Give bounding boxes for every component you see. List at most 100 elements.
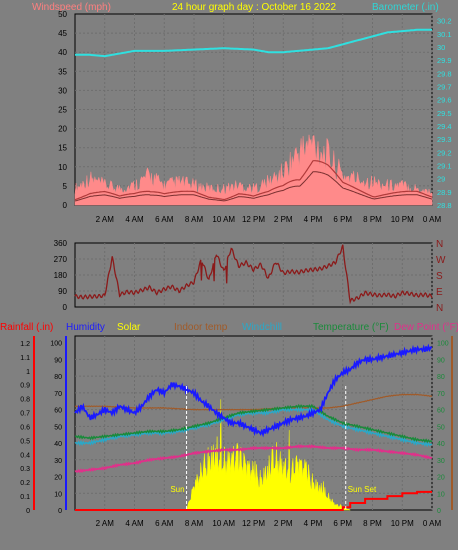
- top-right-tick-label: 29.2: [437, 148, 452, 157]
- top-left-tick-label: 10: [58, 163, 67, 172]
- top-right-tick-label: 29.7: [437, 82, 452, 91]
- humidity-tick-label: 100: [50, 341, 62, 348]
- weather-multi-chart: 0 0.1 0.2 0.3 0.4 0.5 0.6 0.7 0.8 0.9 1 1.1 1.2 0 10 20…: [20, 335, 453, 528]
- top-left-tick-label: 30: [58, 86, 67, 95]
- windspeed-low-line: [74, 171, 433, 202]
- top-right-tick-label: 29.8: [437, 69, 452, 78]
- compass-label: N: [436, 239, 443, 250]
- top-x-tick-label: 4 AM: [125, 215, 144, 224]
- top-x-tick-label: 10 AM: [212, 215, 235, 224]
- legend-rainfall: Rainfall (.in): [0, 322, 53, 333]
- top-left-tick-label: 45: [58, 29, 67, 38]
- rain-tick-label: 1.2: [20, 341, 30, 348]
- humidity-tick-label: 80: [54, 374, 62, 381]
- temp-tick-label: 90: [437, 357, 445, 364]
- top-right-tick-label: 29.1: [437, 161, 452, 170]
- humidity-tick-label: 90: [54, 357, 62, 364]
- humidity-tick-label: 60: [54, 408, 62, 415]
- temperature-line: [74, 403, 433, 444]
- rain-tick-label: 0.8: [20, 397, 30, 404]
- top-x-tick-label: 4 PM: [304, 215, 323, 224]
- top-x-tick-label: 6 AM: [155, 215, 174, 224]
- rain-tick-label: 0.9: [20, 383, 30, 390]
- top-right-tick-label: 30.1: [437, 30, 452, 39]
- top-x-tick-label: 10 PM: [391, 215, 414, 224]
- top-right-tick-label: 29.9: [437, 56, 452, 65]
- rain-tick-label: 0.7: [20, 411, 30, 418]
- top-left-tick-label: 0: [63, 201, 68, 210]
- temp-tick-label: 80: [437, 374, 445, 381]
- bot-x-tick-label: 2 PM: [274, 519, 293, 528]
- compass-label: W: [436, 255, 446, 266]
- barometer-line: [75, 28, 432, 58]
- mid-left-tick-label: 270: [54, 255, 68, 264]
- top-x-tick-label: 12 PM: [242, 215, 265, 224]
- top-left-tick-label: 50: [58, 10, 67, 19]
- top-right-tick-label: 29.5: [437, 109, 452, 118]
- top-left-tick-label: 25: [58, 106, 67, 115]
- mid-left-tick-label: 360: [54, 239, 68, 248]
- windspeed-axis-title: Windspeed (mph): [32, 2, 111, 13]
- rain-tick-label: 0.2: [20, 480, 30, 487]
- bot-x-tick-label: 0 AM: [423, 519, 442, 528]
- compass-label: N: [436, 303, 443, 314]
- humidity-tick-label: 20: [54, 475, 62, 482]
- bot-x-tick-label: 8 AM: [185, 519, 204, 528]
- legend-indoor-temp: Indoor temp: [174, 322, 228, 333]
- chart-title: 24 hour graph day : October 16 2022: [172, 2, 336, 13]
- bot-x-tick-label: 6 PM: [333, 519, 352, 528]
- bot-x-tick-label: 10 AM: [212, 519, 235, 528]
- rain-tick-label: 0.5: [20, 438, 30, 445]
- rain-tick-label: 0.4: [20, 452, 30, 459]
- compass-label: E: [436, 287, 443, 298]
- rain-tick-label: 0.3: [20, 466, 30, 473]
- bot-x-tick-label: 6 AM: [155, 519, 174, 528]
- sunrise-label: Sun: [170, 485, 184, 494]
- rain-tick-label: 1.1: [20, 355, 30, 362]
- dewpoint-line: [74, 444, 433, 474]
- temp-tick-label: 0: [437, 508, 441, 515]
- legend-dewpoint: Dew Point (°F): [394, 322, 458, 333]
- bot-x-tick-label: 8 PM: [363, 519, 382, 528]
- humidity-tick-label: 10: [54, 491, 62, 498]
- temp-tick-label: 40: [437, 441, 445, 448]
- top-right-tick-label: 30: [437, 43, 445, 52]
- top-right-tick-label: 29: [437, 175, 445, 184]
- top-x-tick-label: 6 PM: [333, 215, 352, 224]
- bot-x-tick-label: 4 AM: [125, 519, 144, 528]
- top-x-tick-label: 8 PM: [363, 215, 382, 224]
- top-x-tick-label: 2 AM: [96, 215, 115, 224]
- mid-left-tick-label: 180: [54, 271, 68, 280]
- top-x-tick-label: 8 AM: [185, 215, 204, 224]
- top-right-tick-label: 29.4: [437, 122, 452, 131]
- humidity-tick-label: 30: [54, 458, 62, 465]
- temp-tick-label: 10: [437, 491, 445, 498]
- bot-x-tick-label: 4 PM: [304, 519, 323, 528]
- rain-tick-label: 0.6: [20, 424, 30, 431]
- top-left-tick-label: 35: [58, 67, 67, 76]
- top-left-tick-label: 5: [63, 182, 68, 191]
- bot-x-tick-label: 2 AM: [96, 519, 115, 528]
- top-left-tick-label: 40: [58, 48, 67, 57]
- top-right-tick-label: 28.9: [437, 188, 452, 197]
- top-right-tick-label: 28.8: [437, 201, 452, 210]
- mid-left-tick-label: 0: [63, 303, 68, 312]
- temp-tick-label: 20: [437, 475, 445, 482]
- top-left-tick-label: 15: [58, 144, 67, 153]
- humidity-tick-label: 0: [58, 508, 62, 515]
- windspeed-avg-line: [74, 160, 433, 201]
- top-right-tick-label: 30.2: [437, 17, 452, 26]
- humidity-tick-label: 50: [54, 424, 62, 431]
- legend-solar: Solar: [117, 322, 141, 333]
- barometer-axis-title: Barometer (.in): [372, 2, 439, 13]
- temp-tick-label: 50: [437, 424, 445, 431]
- solar-area: [186, 399, 351, 511]
- temp-tick-label: 70: [437, 391, 445, 398]
- legend-humidity: Humidity: [66, 322, 105, 333]
- top-x-tick-label: 0 AM: [423, 215, 442, 224]
- rain-tick-label: 0: [26, 508, 30, 515]
- temp-tick-label: 60: [437, 408, 445, 415]
- sunset-label: Sun Set: [348, 485, 377, 494]
- top-right-tick-label: 29.3: [437, 135, 452, 144]
- wind-direction-line: [74, 244, 433, 305]
